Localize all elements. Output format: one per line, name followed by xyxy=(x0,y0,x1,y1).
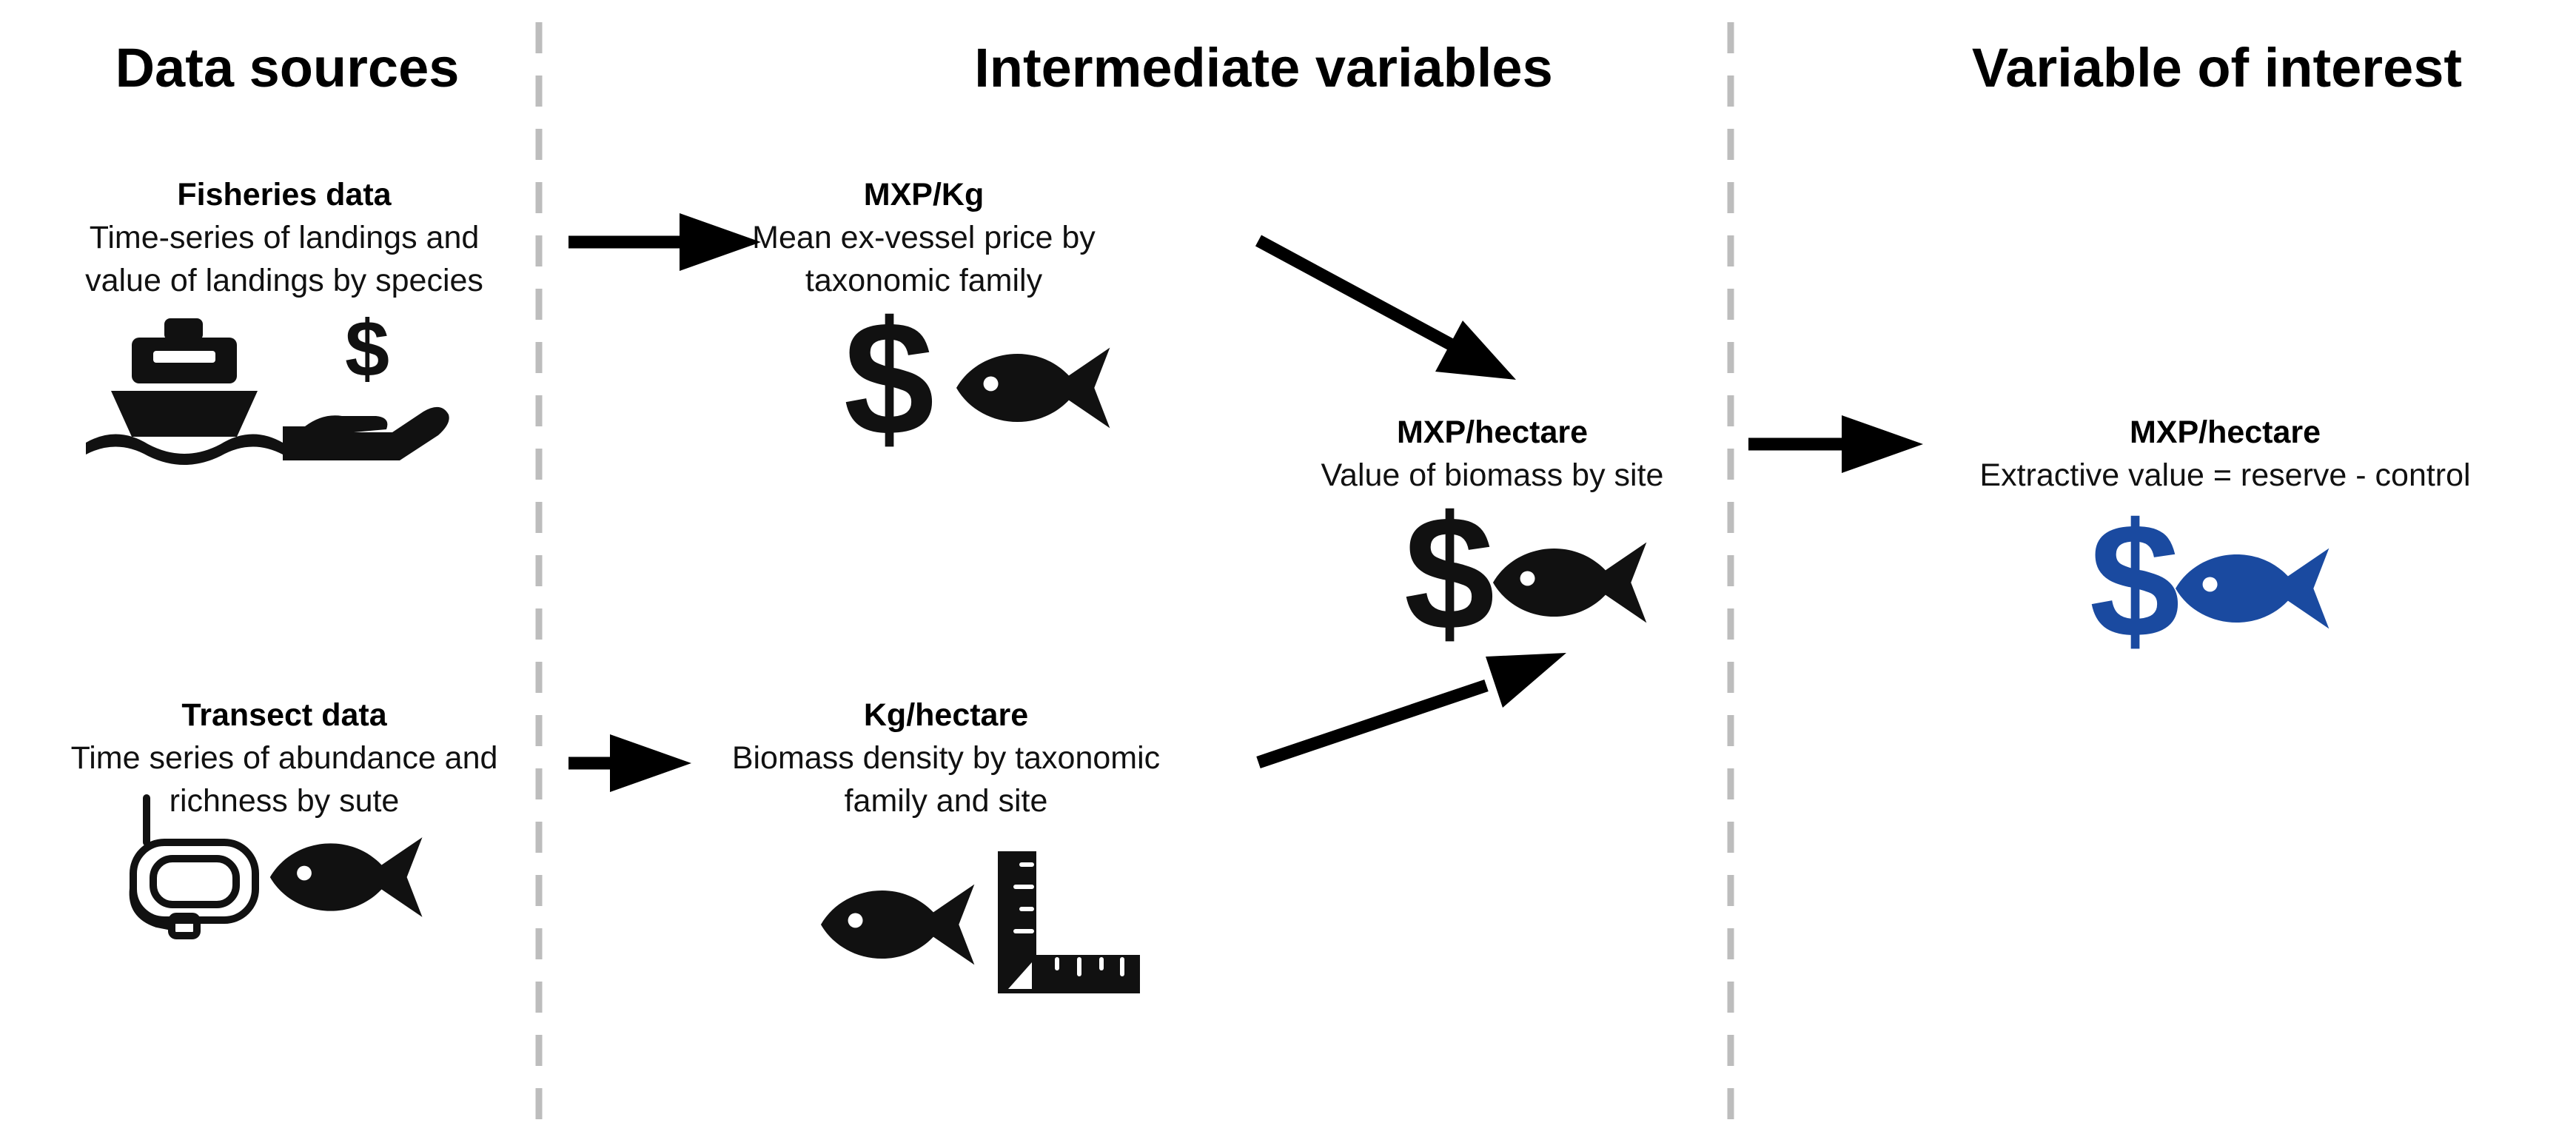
node-desc-line: Biomass density by taxonomic xyxy=(732,740,1160,776)
node-title: MXP/hectare xyxy=(1397,415,1588,450)
node-mxp-per-hectare-extractive: MXP/hectare Extractive value = reserve -… xyxy=(1979,415,2470,671)
fish-icon xyxy=(270,837,423,917)
node-desc-line: richness by sute xyxy=(170,783,400,819)
arrow-transect-to-kg-hectare xyxy=(568,734,691,792)
node-desc-line: value of landings by species xyxy=(85,263,483,298)
node-mxp-per-hectare-site: MXP/hectare Value of biomass by site $ xyxy=(1321,415,1664,664)
arrow-mxp-hectare-to-extractive xyxy=(1748,415,1923,473)
node-desc-line: family and site xyxy=(845,783,1048,819)
node-desc-line: Value of biomass by site xyxy=(1321,457,1664,493)
arrow-fisheries-to-mxp-kg xyxy=(568,213,761,271)
heading-data-sources: Data sources xyxy=(115,37,460,98)
fish-icon xyxy=(2176,549,2329,629)
node-desc-line: Mean ex-vessel price by xyxy=(752,220,1096,255)
arrow-mxp-kg-to-mxp-hectare xyxy=(1255,235,1516,380)
node-title: Transect data xyxy=(181,697,387,733)
snorkel-mask-icon xyxy=(129,794,259,939)
dollar-icon: $ xyxy=(2090,489,2180,671)
ship-icon xyxy=(86,318,283,465)
node-title: Kg/hectare xyxy=(864,697,1028,733)
node-kg-per-hectare: Kg/hectare Biomass density by taxonomic … xyxy=(732,697,1160,993)
node-desc-line: Time-series of landings and xyxy=(90,220,480,255)
svg-text:$: $ xyxy=(345,303,389,393)
node-transect-data: Transect data Time series of abundance a… xyxy=(71,697,498,939)
arrow-kg-hectare-to-mxp-hectare xyxy=(1256,653,1566,769)
node-mxp-per-kg: MXP/Kg Mean ex-vessel price by taxonomic… xyxy=(752,177,1110,469)
heading-intermediate-variables: Intermediate variables xyxy=(974,37,1552,98)
node-desc-line: Time series of abundance and xyxy=(71,740,498,776)
node-desc-line: Extractive value = reserve - control xyxy=(1979,457,2470,493)
fish-icon xyxy=(1493,543,1646,623)
dollar-icon: $ xyxy=(1404,482,1495,664)
node-title: MXP/hectare xyxy=(2130,415,2321,450)
node-fisheries-data: Fisheries data Time-series of landings a… xyxy=(85,177,483,465)
heading-variable-of-interest: Variable of interest xyxy=(1972,37,2462,98)
dollar-icon: $ xyxy=(844,287,934,469)
hand-dollar-icon: $ xyxy=(283,303,449,460)
ruler-icon xyxy=(998,851,1140,993)
node-desc-line: taxonomic family xyxy=(805,263,1043,298)
fish-icon xyxy=(821,885,974,965)
fish-icon xyxy=(956,348,1110,429)
node-title: MXP/Kg xyxy=(864,177,984,212)
node-title: Fisheries data xyxy=(177,177,392,212)
